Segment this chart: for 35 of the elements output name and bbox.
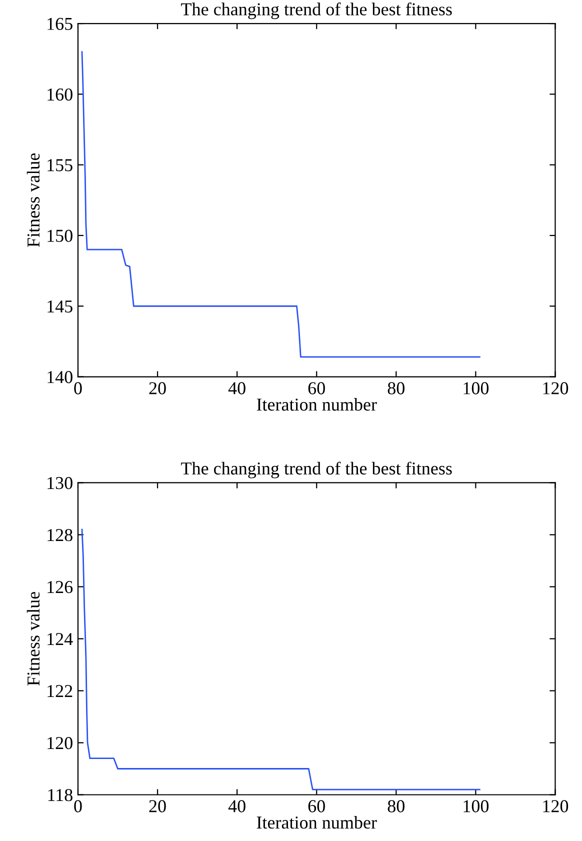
x-tick-label: 40 bbox=[228, 382, 246, 394]
x-tick-label: 80 bbox=[388, 382, 404, 394]
y-tick-label: 155 bbox=[48, 159, 72, 172]
y-tick-label: 126 bbox=[48, 581, 73, 594]
chart-title: The changing trend of the best fitness bbox=[181, 462, 452, 478]
y-tick-label: 145 bbox=[48, 300, 72, 313]
y-tick-label: 122 bbox=[48, 685, 72, 698]
x-axis-title: Iteration number bbox=[256, 398, 377, 411]
y-tick-label: 128 bbox=[48, 528, 72, 542]
line-series bbox=[81, 51, 480, 358]
x-tick-label: 40 bbox=[228, 800, 246, 812]
x-tick-label: 0 bbox=[74, 382, 82, 394]
y-tick-label: 160 bbox=[48, 88, 72, 101]
y-tick-label: 140 bbox=[48, 371, 72, 384]
y-tick-label: 165 bbox=[48, 18, 72, 30]
x-tick-label: 20 bbox=[149, 800, 166, 812]
y-tick-label: 118 bbox=[48, 789, 72, 802]
y-tick-label: 130 bbox=[48, 476, 72, 490]
y-tick-label: 120 bbox=[48, 737, 72, 750]
x-axis-title: Iteration number bbox=[256, 816, 377, 829]
x-tick-label: 60 bbox=[308, 382, 325, 394]
line-series bbox=[81, 528, 480, 790]
x-tick-label: 60 bbox=[308, 800, 325, 812]
x-tick-label: 100 bbox=[464, 382, 489, 394]
x-tick-label: 20 bbox=[149, 382, 166, 394]
y-axis-title: Fitness value bbox=[26, 153, 40, 248]
x-tick-label: 120 bbox=[543, 800, 568, 812]
y-tick-label: 124 bbox=[48, 633, 73, 646]
chart-title: The changing trend of the best fitness bbox=[181, 2, 452, 20]
y-axis-title: Fitness value bbox=[26, 592, 40, 686]
x-tick-label: 100 bbox=[464, 800, 489, 812]
y-tick-label: 150 bbox=[48, 230, 72, 242]
x-tick-label: 80 bbox=[388, 800, 404, 812]
x-tick-label: 0 bbox=[74, 800, 82, 812]
x-tick-label: 120 bbox=[543, 382, 568, 394]
